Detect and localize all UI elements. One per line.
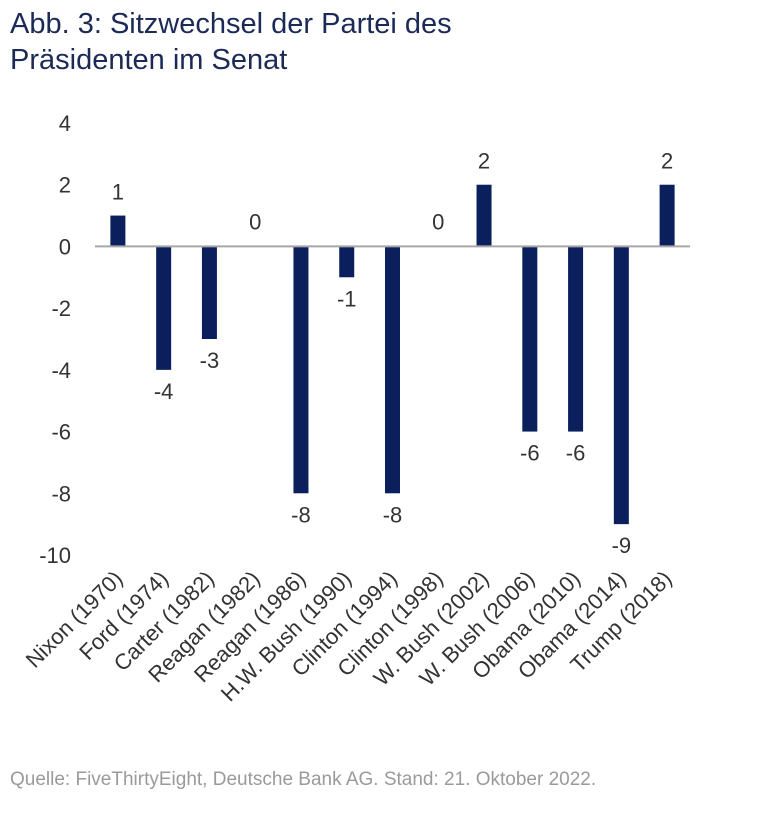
y-tick-label: -2 <box>51 296 71 321</box>
bar-data-label: 0 <box>432 209 444 234</box>
bar <box>385 246 400 494</box>
bar-data-label: 1 <box>112 180 124 205</box>
bar-chart: 420-2-4-6-8-101-4-30-8-1-802-6 -6-92Nixon… <box>21 111 690 706</box>
bar-data-label: -1 <box>337 286 357 311</box>
bar-data-label: -8 <box>383 502 403 527</box>
y-tick-label: -8 <box>51 481 71 506</box>
bar-data-label: 0 <box>249 209 261 234</box>
bar <box>522 246 538 432</box>
bar <box>476 184 492 247</box>
bar-data-label: -3 <box>200 348 220 373</box>
y-tick-label: 2 <box>59 173 71 198</box>
bar <box>339 246 355 278</box>
bar-data-label: 2 <box>661 149 673 174</box>
source-note: Quelle: FiveThirtyEight, Deutsche Bank A… <box>10 769 597 790</box>
bar-data-label: -4 <box>154 379 174 404</box>
bar <box>293 246 309 494</box>
bar-data-label: -6 <box>520 441 540 466</box>
y-tick-label: -10 <box>39 543 71 568</box>
bar-data-label: 2 <box>478 149 490 174</box>
bar-data-label: -8 <box>291 502 311 527</box>
bar <box>201 246 217 339</box>
bar-data-label: -6 <box>566 441 586 466</box>
bar-data-label: -9 <box>612 533 632 558</box>
chart-title-line-1: Abb. 3: Sitzwechsel der Partei des <box>10 8 452 40</box>
bar <box>110 215 126 247</box>
y-tick-label: 0 <box>59 234 71 259</box>
chart-title: Abb. 3: Sitzwechsel der Partei des Präsi… <box>10 6 750 78</box>
y-tick-label: 4 <box>59 111 71 136</box>
bar <box>568 246 584 432</box>
chart-title-line-2: Präsidenten im Senat <box>10 44 288 76</box>
bar <box>156 246 172 370</box>
y-tick-label: -6 <box>51 420 71 445</box>
bar <box>613 246 629 525</box>
y-tick-label: -4 <box>51 358 71 383</box>
bar <box>659 184 675 247</box>
